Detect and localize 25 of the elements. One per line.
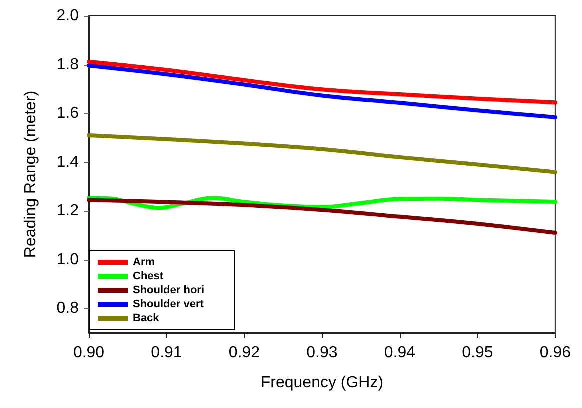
legend-label: Shoulder hori	[133, 284, 204, 296]
legend-label: Chest	[133, 270, 164, 282]
y-tick-label: 1.2	[56, 202, 80, 220]
x-tick-label: 0.94	[384, 344, 416, 362]
y-tick-label: 1.6	[56, 105, 80, 122]
y-tick-label: 0.8	[56, 300, 80, 318]
x-tick-label: 0.96	[540, 344, 572, 362]
legend-label: Arm	[133, 256, 156, 268]
y-tick-label: 1.4	[56, 154, 80, 171]
line-series	[87, 60, 558, 105]
y-tick-label: 1.0	[56, 251, 80, 268]
x-tick-label: 0.92	[228, 344, 260, 362]
y-axis-title: Reading Range (meter)	[22, 90, 40, 258]
line-series	[87, 64, 558, 120]
y-tick-label: 2.0	[56, 8, 80, 24]
line-series	[87, 198, 558, 236]
y-tick-label: 1.8	[56, 56, 80, 74]
legend-label: Shoulder vert	[133, 298, 204, 310]
x-tick-label: 0.91	[151, 344, 182, 362]
line-series	[87, 133, 558, 174]
x-tick-label: 0.90	[73, 344, 105, 362]
x-axis-title: Frequency (GHz)	[260, 374, 384, 392]
x-tick-label: 0.93	[306, 344, 338, 362]
legend-label: Back	[133, 312, 160, 324]
x-tick-label: 0.95	[462, 344, 494, 362]
